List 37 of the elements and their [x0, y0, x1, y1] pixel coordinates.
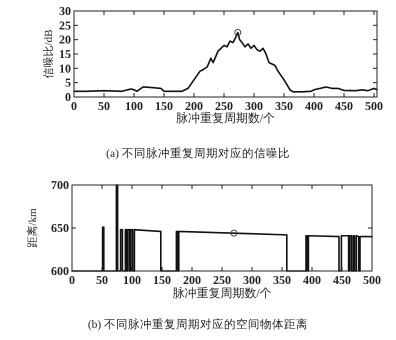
x-tick-label: 400	[303, 273, 321, 287]
x-tick-label: 200	[185, 99, 203, 113]
x-tick-label: 100	[123, 273, 141, 287]
text: (a) 不同脉冲重复周期对应的信噪比	[106, 146, 290, 160]
x-axis-title: 脉冲重复周期数/个	[176, 111, 276, 125]
y-tick-label: 25	[59, 18, 71, 32]
x-tick-label: 200	[183, 273, 201, 287]
x-tick-label: 300	[243, 273, 261, 287]
x-tick-label: 350	[273, 273, 291, 287]
text: (b) 不同脉冲重复周期对应的空间物体距离	[88, 317, 308, 331]
x-tick-label: 100	[125, 99, 143, 113]
x-tick-label: 50	[96, 273, 108, 287]
x-tick-label: 400	[305, 99, 323, 113]
x-tick-label: 250	[213, 273, 231, 287]
x-tick-label: 250	[215, 99, 233, 113]
y-tick-label: 700	[51, 178, 69, 192]
x-tick-label: 150	[155, 99, 173, 113]
y-tick-label: 30	[59, 4, 71, 18]
y-tick-label: 15	[59, 47, 71, 61]
x-axis-title: 脉冲重复周期数/个	[172, 286, 272, 300]
x-tick-label: 50	[98, 99, 110, 113]
y-tick-label: 600	[51, 264, 69, 278]
y-tick-label: 20	[59, 32, 71, 47]
x-tick-label: 500	[363, 273, 381, 287]
y-axis-title: 信噪比/dB	[42, 30, 55, 78]
x-tick-label: 350	[275, 99, 293, 113]
y-tick-label: 10	[59, 61, 71, 76]
x-tick-label: 150	[153, 273, 171, 287]
x-tick-label: 450	[333, 273, 351, 287]
x-tick-label: 450	[335, 99, 353, 113]
x-tick-label: 500	[365, 99, 383, 113]
x-tick-label: 300	[245, 99, 263, 113]
line-series	[71, 184, 373, 272]
y-axis-title: 距离/km	[26, 208, 39, 248]
y-tick-label: 0	[65, 90, 71, 104]
y-tick-label: 5	[65, 76, 71, 90]
y-tick-label: 650	[51, 221, 69, 235]
